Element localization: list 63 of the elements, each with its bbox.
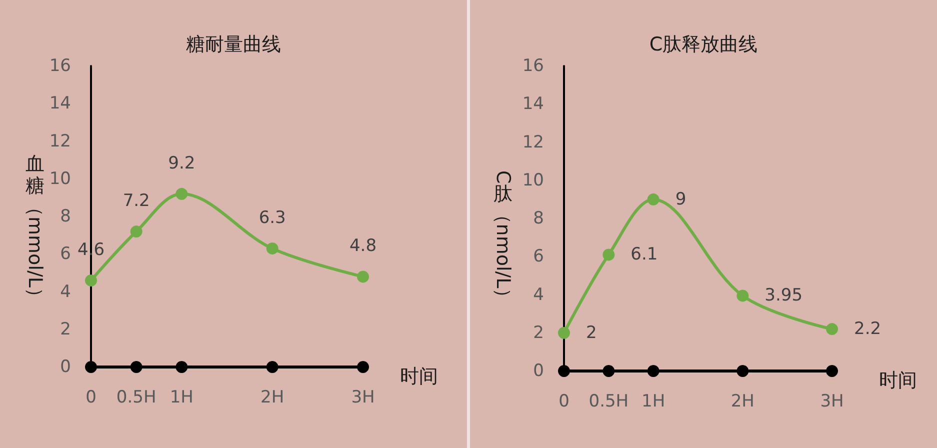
- data-label: 3.95: [764, 286, 803, 306]
- y-tick-label: 6: [533, 246, 544, 267]
- y-tick-label: 12: [49, 131, 71, 152]
- y-tick-label: 2: [60, 319, 71, 340]
- y-tick-label: 0: [533, 361, 544, 381]
- y-tick-label: 4: [60, 282, 71, 302]
- point: [602, 365, 615, 377]
- point: [266, 242, 278, 254]
- y-tick-label: 0: [60, 357, 71, 377]
- data-label: 6.1: [630, 244, 658, 265]
- x-axis-title: 时间: [400, 366, 438, 388]
- x-tick-label: 1H: [170, 388, 194, 408]
- point: [558, 365, 570, 377]
- point: [357, 270, 369, 283]
- point: [647, 193, 660, 206]
- chart-title: C肽释放曲线: [649, 34, 758, 56]
- data-label: 4.8: [349, 236, 377, 256]
- point: [266, 361, 278, 373]
- point: [826, 323, 838, 336]
- y-tick-label: 16: [49, 56, 71, 76]
- data-label: 2: [586, 322, 597, 343]
- x-tick-label: 0: [558, 392, 570, 412]
- point: [85, 361, 97, 373]
- data-label: 9: [675, 189, 686, 210]
- x-tick-label: 3H: [820, 392, 844, 412]
- x-tick-label: 3H: [351, 388, 375, 408]
- x-tick-label: 0: [86, 388, 96, 408]
- y-tick-label: 12: [522, 132, 544, 152]
- y-tick-label: 14: [522, 94, 544, 114]
- point: [647, 365, 660, 377]
- x-axis-title: 时间: [879, 370, 917, 392]
- point: [736, 365, 749, 377]
- y-tick-label: 2: [533, 322, 544, 343]
- data-label: 2.2: [854, 319, 882, 340]
- point: [176, 188, 188, 200]
- x-tick-label: 1H: [642, 392, 666, 412]
- y-tick-label: 10: [49, 168, 71, 189]
- y-tick-label: 8: [533, 208, 544, 228]
- x-tick-label: 2H: [730, 392, 754, 412]
- point: [736, 290, 749, 302]
- y-tick-label: 6: [60, 244, 71, 264]
- point: [558, 326, 570, 339]
- y-tick-label: 14: [49, 94, 71, 114]
- y-tick-label: 16: [522, 56, 544, 76]
- y-axis-title: 血糖（mmol/L）: [23, 153, 47, 306]
- point: [602, 248, 615, 261]
- data-label: 9.2: [168, 153, 196, 174]
- y-tick-label: 4: [533, 284, 544, 305]
- point: [130, 226, 142, 238]
- y-tick-label: 10: [522, 170, 544, 190]
- x-tick-label: 2H: [260, 388, 284, 408]
- point: [826, 365, 838, 377]
- data-label: 7.2: [122, 191, 150, 212]
- point: [357, 361, 369, 373]
- point: [130, 361, 142, 373]
- x-tick-label: 0.5H: [116, 388, 156, 408]
- data-label: 6.3: [258, 208, 286, 228]
- y-axis-title: C肽（nmol/L）: [491, 170, 515, 308]
- y-tick-label: 8: [60, 206, 71, 226]
- point: [85, 274, 97, 286]
- chart-title: 糖耐量曲线: [186, 34, 281, 56]
- x-tick-label: 0.5H: [588, 392, 629, 412]
- point: [176, 361, 188, 373]
